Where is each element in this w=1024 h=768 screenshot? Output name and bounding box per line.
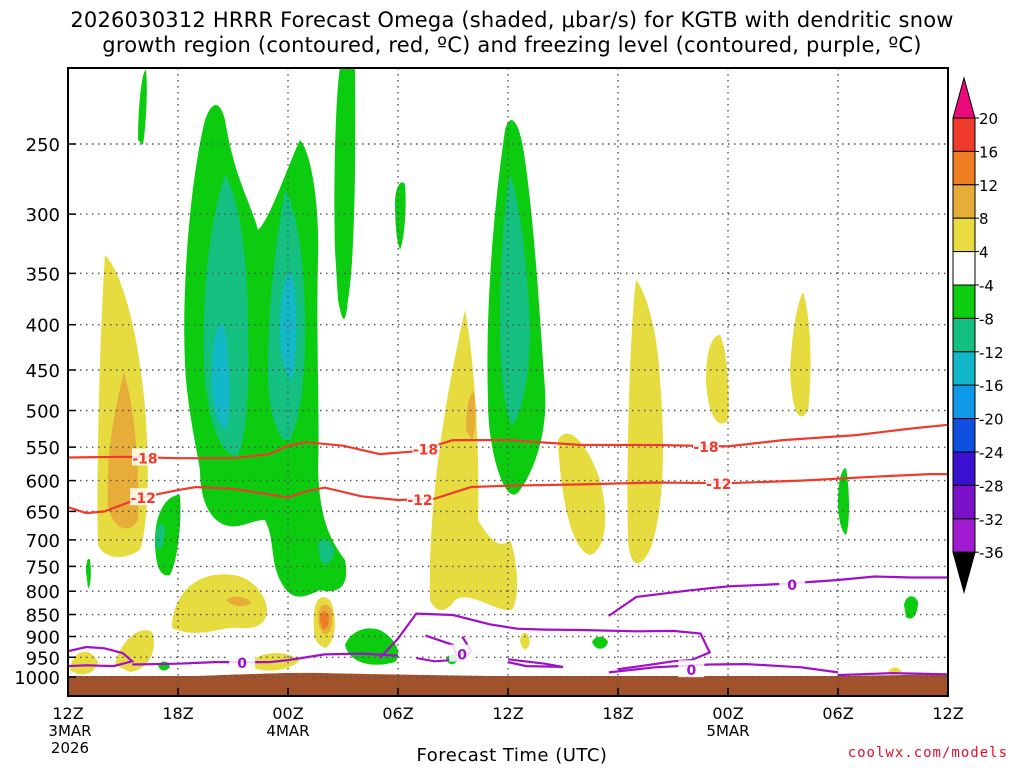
contour-label-neg18-0: -18 [132,451,157,467]
x-tick-label-h12: 00Z [272,704,303,723]
colorbar-label-11: -28 [979,477,1004,495]
colorbar-label-6: -8 [979,310,994,328]
colorbar-swatch-2 [952,184,976,219]
x-tick-label-h6: 18Z [162,704,193,723]
y-tick-label-400: 400 [26,316,60,337]
x-tick-label-h18: 06Z [382,704,413,723]
y-tick-label-450: 450 [26,361,60,382]
title-line-2: growth region (contoured, red, ºC) and f… [102,33,922,57]
colorbar-swatch-0 [952,117,976,152]
freezing-level-segment-5 [507,658,564,668]
y-tick-label-850: 850 [26,606,60,627]
freezing-label-0-bg [229,653,256,671]
contour-label-neg18-1-bg [412,439,439,457]
colorbar-label-2: 12 [979,177,998,195]
title-line-1: 2026030312 HRRR Forecast Omega (shaded, … [70,8,954,32]
x-tick-label-h42: 06Z [822,704,853,723]
colorbar-top-arrow [952,76,976,119]
y-tick-label-550: 550 [26,438,60,459]
freezing-label-2-bg [779,574,806,592]
contour-labels: -18 -18 -18 -12 -12 -12 0 0 0 0 [130,437,806,679]
credit-text: coolwx.com/models [847,745,1008,761]
freezing-level-segment-6 [608,575,948,617]
colorbar-label-1: 16 [979,143,998,161]
x-date-label-h36: 5MAR [706,722,749,740]
colorbar-swatch-10 [952,451,976,486]
colorbar-swatch-4 [952,251,976,286]
contour-label-neg18-1: -18 [413,443,438,459]
freezing-label-3-bg [678,660,705,678]
colorbar-swatch-12 [952,518,976,553]
contour-label-neg18-0-bg [132,448,158,466]
colorbar-swatch-7 [952,351,976,386]
colorbar-bottom-arrow [952,551,976,595]
colorbar-swatch-1 [952,150,976,186]
y-axis: 2503003504004505005506006507007508008509… [14,135,76,689]
colorbar-swatch-3 [952,217,976,253]
x-tick-label-h0: 12Z [52,704,83,723]
freezing-label-0: 0 [237,656,247,672]
contour-label-neg12-1: -12 [407,493,432,509]
y-tick-label-750: 750 [26,557,60,578]
contour-label-neg18-2-bg [693,437,719,455]
y-tick-label-300: 300 [26,205,60,226]
colorbar-swatch-9 [952,418,976,453]
x-tick-label-h48: 12Z [932,704,963,723]
chart-title: 2026030312 HRRR Forecast Omega (shaded, … [0,8,1024,58]
freezing-label-3: 0 [686,663,696,679]
x-date-label-h12: 4MAR [266,722,309,740]
x-date-label-h0: 3MAR [48,722,91,740]
colorbar-label-7: -12 [979,344,1004,362]
y-tick-label-950: 950 [26,648,60,669]
colorbar-label-4: 4 [979,244,989,262]
contour-label-neg18-2: -18 [693,440,718,456]
colorbar: 20 16 12 8 4 -4 -8 -12 -16 -20 -24 -28 -32 -36 [952,76,1004,595]
freezing-label-1-bg [449,644,476,662]
y-tick-label-650: 650 [26,502,60,523]
y-tick-label-350: 350 [26,264,60,285]
x-tick-label-h36: 00Z [712,704,743,723]
x-tick-label-h30: 18Z [602,704,633,723]
contour-neg12-line [67,473,948,515]
freezing-level-segment-8 [837,671,949,677]
y-tick-label-800: 800 [26,582,60,603]
y-tick-label-250: 250 [26,135,60,156]
freezing-label-2: 0 [787,578,797,594]
y-tick-label-1000: 1000 [14,668,60,689]
colorbar-swatch-8 [952,384,976,420]
colorbar-swatch-6 [952,317,976,353]
contour-label-neg12-2-bg [705,474,732,492]
x-year-label: 2026 [51,739,89,757]
x-tick-label-h24: 12Z [492,704,523,723]
colorbar-label-3: 8 [979,210,989,228]
colorbar-swatch-11 [952,484,976,520]
freezing-label-1: 0 [457,648,467,664]
freezing-level-segment-1 [132,652,399,666]
contour-label-neg12-0-bg [130,488,157,506]
y-tick-label-500: 500 [26,402,60,423]
colorbar-label-5: -4 [979,277,994,295]
y-tick-label-600: 600 [26,472,60,493]
colorbar-label-0: 20 [979,110,998,128]
freezing-level-segment-7 [608,662,839,674]
colorbar-label-12: -32 [979,511,1004,529]
contour-label-neg12-0: -12 [131,491,156,507]
y-tick-label-900: 900 [26,627,60,648]
y-tick-label-700: 700 [26,531,60,552]
contour-label-neg12-1-bg [407,490,433,508]
colorbar-swatch-5 [952,284,976,319]
colorbar-label-10: -24 [979,444,1004,462]
colorbar-label-8: -16 [979,377,1004,395]
x-axis-label: Forecast Time (UTC) [416,745,608,766]
colorbar-label-9: -20 [979,411,1004,429]
colorbar-label-13: -36 [979,544,1004,562]
contour-label-neg12-2: -12 [706,477,731,493]
freezing-level-segment-0 [67,645,135,668]
